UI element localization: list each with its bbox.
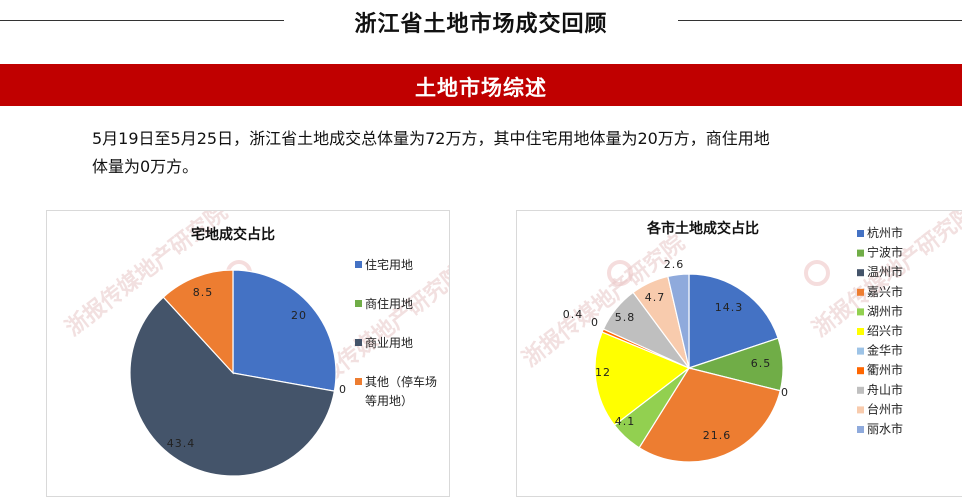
data-label-7: 0 [591, 316, 599, 329]
section-title: 土地市场综述 [415, 76, 547, 100]
legend-swatch-mixed-residential [355, 300, 362, 307]
legend-swatch-8 [857, 367, 864, 375]
legend-label-3: 温州市 [867, 264, 903, 279]
pie-slice-4 [162, 269, 234, 375]
legend-swatch-1 [857, 230, 864, 237]
legend-label-6: 绍兴市 [867, 323, 903, 338]
data-label-2: 0 [339, 383, 347, 396]
legend-label-1: 杭州市 [867, 225, 903, 240]
legend-label-8: 衢州市 [867, 362, 903, 377]
summary-text: 5月19日至5月25日，浙江省土地成交总体量为72万方，其中住宅用地体量为20万… [92, 125, 882, 181]
pie-slices [594, 273, 784, 463]
data-label-10: 4.7 [645, 291, 666, 304]
legend-label-other-line-1: 其他（停车场 [365, 374, 437, 389]
data-label-1: 20 [291, 309, 307, 322]
legend-swatch-3 [857, 269, 864, 277]
legend-label-other-line-2: 等用地） [365, 394, 413, 408]
legend-label-9: 舟山市 [867, 382, 903, 397]
legend-label-residential: 住宅用地 [365, 257, 413, 272]
page-header: 浙江省土地市场成交回顾 [0, 0, 962, 48]
pie-data-labels: 20 0 43.4 8.5 [167, 286, 347, 450]
pie-slice-1 [232, 269, 337, 392]
section-banner: 土地市场综述 [0, 64, 962, 106]
data-label-6: 12 [595, 366, 611, 379]
header-rule-right [678, 20, 962, 21]
data-label-8: 0.4 [563, 308, 584, 321]
legend: 住宅用地 商住用地 商业用地 其他（停车场 等用地） [355, 257, 437, 408]
data-label-11: 2.6 [664, 258, 685, 271]
legend-label-7: 金华市 [867, 343, 903, 358]
chart-title: 各市土地成交占比 [646, 220, 759, 237]
pie-data-labels: 14.3 6.5 0 21.6 4.1 12 0 0.4 5.8 4.7 2.6 [563, 258, 789, 442]
chart-title: 宅地成交占比 [191, 226, 275, 243]
city-land-pie-chart: 浙报传媒地产研究院 浙报传媒地产研究院 各市土地成交占比 14.3 6.5 0 21.… [516, 210, 962, 497]
legend-swatch-residential [355, 261, 362, 268]
legend-swatch-7 [857, 347, 864, 355]
legend-label-10: 台州市 [867, 401, 903, 416]
data-label-3: 0 [781, 386, 789, 399]
pie-slices [129, 269, 337, 477]
residential-land-pie-chart: 浙报传媒地产研究院 浙报传媒地产研究院 宅地成交占比 20 0 43.4 8.5 住宅… [46, 210, 450, 497]
data-label-3: 43.4 [167, 437, 196, 450]
legend-swatch-4 [857, 288, 864, 296]
legend-swatch-commercial [355, 339, 362, 346]
legend-swatch-6 [857, 328, 864, 335]
data-label-4: 8.5 [193, 286, 214, 299]
data-label-5: 4.1 [615, 415, 636, 428]
summary-line-1: 5月19日至5月25日，浙江省土地成交总体量为72万方，其中住宅用地体量为20万… [92, 129, 770, 148]
summary-line-2: 体量为0万方。 [92, 157, 199, 176]
page-title: 浙江省土地市场成交回顾 [354, 12, 608, 37]
data-label-9: 5.8 [615, 311, 636, 324]
legend-label-5: 湖州市 [867, 303, 903, 318]
pie-slice-6 [594, 331, 691, 427]
pie-slice-3 [129, 296, 336, 477]
pie-slice-1 [688, 273, 779, 369]
legend-swatch-2 [857, 249, 864, 257]
legend-label-commercial: 商业用地 [365, 335, 413, 350]
header-rule-left [0, 20, 284, 21]
legend-swatch-11 [857, 426, 864, 433]
data-label-1: 14.3 [715, 301, 744, 314]
city-land-pie-svg: 浙报传媒地产研究院 浙报传媒地产研究院 各市土地成交占比 14.36.5021.… [518, 211, 962, 463]
legend-label-2: 宁波市 [867, 245, 903, 260]
legend-swatch-10 [857, 406, 864, 414]
data-label-4: 21.6 [703, 429, 732, 442]
legend-label-mixed-residential: 商住用地 [365, 296, 413, 311]
pie-slice-11 [667, 273, 690, 369]
legend-label-11: 丽水市 [867, 421, 903, 436]
legend-label-4: 嘉兴市 [867, 284, 903, 299]
legend-swatch-5 [857, 308, 864, 316]
legend-swatch-other [355, 378, 362, 385]
data-label-2: 6.5 [751, 357, 772, 370]
legend-swatch-9 [857, 386, 864, 394]
